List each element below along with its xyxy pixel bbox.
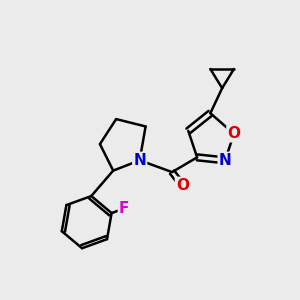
Text: N: N [219, 153, 232, 168]
Text: F: F [119, 201, 129, 216]
Text: O: O [176, 178, 189, 193]
Text: N: N [133, 153, 146, 168]
Text: O: O [227, 126, 240, 141]
